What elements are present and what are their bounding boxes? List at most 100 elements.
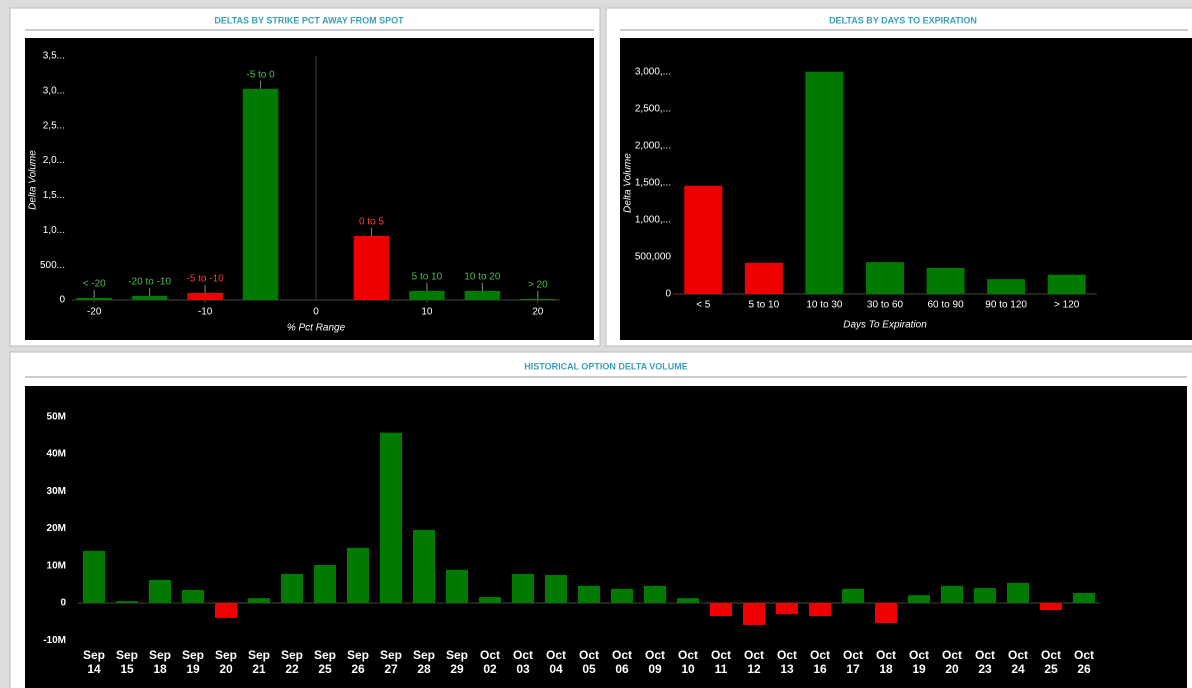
x-tick-label: Oct 03 bbox=[512, 648, 533, 676]
x-tick-label: Oct 12 bbox=[743, 648, 764, 676]
bar-label: < -20 bbox=[83, 279, 107, 290]
y-tick-label: 10M bbox=[47, 560, 66, 571]
bar bbox=[866, 262, 904, 294]
x-tick-label: -10 bbox=[198, 307, 213, 318]
x-tick-label: Oct 02 bbox=[479, 648, 500, 676]
bar bbox=[545, 575, 567, 603]
bar bbox=[116, 601, 138, 603]
bar bbox=[242, 88, 279, 300]
bar bbox=[353, 235, 390, 300]
bar bbox=[520, 298, 556, 300]
x-tick-label: Sep 19 bbox=[181, 648, 204, 676]
y-tick-label: 1,500,... bbox=[635, 177, 671, 188]
bar bbox=[875, 603, 897, 624]
x-tick-label: Oct 16 bbox=[809, 648, 830, 676]
bar bbox=[479, 597, 501, 603]
x-tick-label: 10 to 30 bbox=[806, 300, 843, 311]
plot-area bbox=[25, 386, 1187, 688]
bar bbox=[776, 603, 798, 615]
bar bbox=[83, 550, 105, 603]
bar-label: > 20 bbox=[528, 280, 548, 291]
bar bbox=[1073, 592, 1095, 603]
x-tick-label: Oct 19 bbox=[908, 648, 929, 676]
chart-title: DELTAS BY STRIKE PCT AWAY FROM SPOT bbox=[214, 15, 404, 25]
chart-title: DELTAS BY DAYS TO EXPIRATION bbox=[829, 15, 977, 25]
y-tick-label: 20M bbox=[47, 523, 66, 534]
y-tick-label: 500... bbox=[40, 260, 65, 271]
bar bbox=[76, 297, 112, 300]
x-tick-label: 30 to 60 bbox=[867, 300, 904, 311]
x-tick-label: Oct 20 bbox=[941, 648, 962, 676]
bar bbox=[908, 595, 930, 603]
bar-label: 0 to 5 bbox=[359, 217, 384, 228]
y-tick-label: 3,000,... bbox=[635, 66, 671, 77]
y-tick-label: 40M bbox=[47, 449, 66, 460]
bar bbox=[611, 588, 633, 603]
x-tick-label: Oct 13 bbox=[776, 648, 797, 676]
y-tick-label: 2,500,... bbox=[635, 103, 671, 114]
bar bbox=[281, 573, 303, 603]
bar bbox=[413, 529, 435, 603]
bar bbox=[149, 579, 171, 603]
x-tick-label: Oct 10 bbox=[677, 648, 698, 676]
bar bbox=[684, 185, 723, 294]
bar bbox=[805, 71, 844, 294]
x-axis-label: % Pct Range bbox=[287, 323, 346, 334]
x-tick-label: Sep 25 bbox=[313, 648, 336, 676]
bar bbox=[974, 588, 996, 603]
y-tick-label: 50M bbox=[47, 411, 66, 422]
bar bbox=[380, 432, 402, 603]
y-tick-label: 3,0... bbox=[43, 85, 65, 96]
x-tick-label: < 5 bbox=[696, 300, 711, 311]
y-tick-label: 0 bbox=[59, 295, 65, 306]
y-tick-label: 2,000,... bbox=[635, 140, 671, 151]
y-tick-label: 30M bbox=[47, 486, 66, 497]
x-tick-label: 60 to 90 bbox=[927, 300, 964, 311]
bar bbox=[743, 603, 765, 625]
x-tick-label: Sep 28 bbox=[412, 648, 435, 676]
y-tick-label: 500,000 bbox=[635, 252, 672, 263]
bar bbox=[1040, 603, 1062, 611]
bar bbox=[1007, 582, 1029, 603]
x-tick-label: 20 bbox=[532, 307, 544, 318]
x-tick-label: Oct 06 bbox=[611, 648, 632, 676]
x-tick-label: Oct 09 bbox=[644, 648, 665, 676]
bar bbox=[512, 573, 534, 603]
bar bbox=[446, 569, 468, 603]
y-tick-label: 1,5... bbox=[43, 190, 65, 201]
bar bbox=[809, 603, 831, 617]
x-tick-label: Oct 05 bbox=[578, 648, 599, 676]
bar bbox=[941, 585, 963, 603]
x-tick-label: Oct 18 bbox=[875, 648, 896, 676]
x-tick-label: Sep 15 bbox=[115, 648, 138, 676]
x-tick-label: Oct 25 bbox=[1040, 648, 1061, 676]
x-tick-label: Oct 17 bbox=[842, 648, 863, 676]
x-tick-label: Sep 20 bbox=[214, 648, 237, 676]
y-tick-label: 3,5... bbox=[43, 51, 65, 62]
bar bbox=[464, 290, 501, 300]
bar bbox=[409, 290, 445, 300]
x-tick-label: Sep 22 bbox=[280, 648, 303, 676]
x-tick-label: > 120 bbox=[1054, 300, 1080, 311]
y-tick-label: 2,5... bbox=[43, 120, 65, 131]
x-tick-label: 5 to 10 bbox=[749, 300, 780, 311]
bar-label: -20 to -10 bbox=[128, 276, 171, 287]
bar bbox=[215, 603, 237, 618]
x-tick-label: 10 bbox=[421, 307, 433, 318]
bar bbox=[347, 547, 369, 603]
bar bbox=[248, 598, 270, 603]
bar-label: 5 to 10 bbox=[412, 272, 443, 283]
bar bbox=[744, 262, 783, 294]
bar-label: 10 to 20 bbox=[464, 272, 501, 283]
bar bbox=[314, 564, 336, 603]
bar bbox=[677, 598, 699, 603]
x-tick-label: Oct 23 bbox=[974, 648, 995, 676]
bar-label: -5 to -10 bbox=[186, 274, 224, 285]
bar bbox=[182, 589, 204, 603]
x-axis-label: Days To Expiration bbox=[843, 320, 927, 331]
x-tick-label: Sep 14 bbox=[82, 648, 105, 676]
bar bbox=[131, 295, 168, 300]
bar bbox=[842, 588, 864, 603]
bar bbox=[926, 268, 965, 294]
